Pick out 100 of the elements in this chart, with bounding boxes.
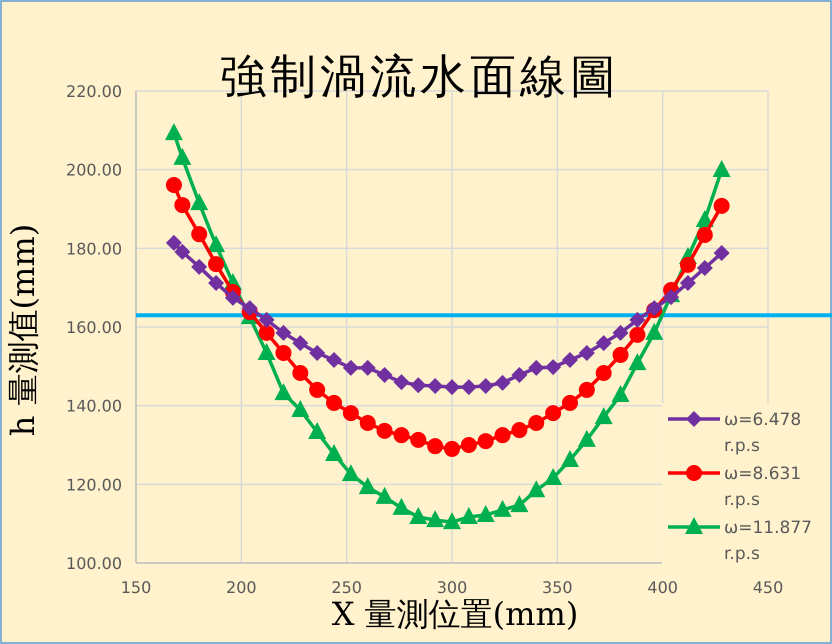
point: [427, 378, 444, 394]
point: [460, 437, 477, 453]
point: [696, 260, 713, 276]
point: [208, 256, 224, 272]
point: [376, 366, 393, 383]
point: [560, 450, 579, 467]
point: [342, 464, 360, 482]
point: [166, 177, 182, 194]
point: [376, 422, 393, 439]
point: [714, 198, 730, 214]
point: [476, 505, 495, 522]
point: [258, 324, 275, 341]
point: [663, 289, 680, 306]
point: [528, 414, 544, 431]
point: [460, 379, 477, 396]
point: [612, 385, 630, 402]
point: [376, 486, 394, 504]
point: [444, 440, 460, 457]
y-axis-title: h 量測值(mm): [4, 224, 42, 436]
point: [360, 360, 376, 376]
point: [645, 322, 664, 340]
point: [410, 377, 426, 394]
point: [292, 365, 308, 382]
chart-title: 強制渦流水面線圖: [220, 49, 620, 103]
y-tick-label: 220.00: [66, 82, 122, 101]
point: [342, 405, 359, 422]
x-tick-label: 250: [331, 578, 362, 597]
point: [544, 468, 562, 486]
point: [275, 324, 292, 341]
point: [426, 510, 444, 528]
point: [292, 335, 308, 352]
point: [528, 360, 544, 376]
point: [478, 433, 494, 450]
point: [166, 234, 182, 251]
point: [562, 394, 578, 411]
point: [629, 326, 646, 343]
x-tick-label: 350: [542, 578, 573, 597]
point: [578, 430, 596, 447]
point: [578, 382, 595, 398]
point: [612, 324, 629, 341]
point: [309, 382, 326, 398]
point: [494, 427, 511, 444]
point: [612, 346, 629, 363]
point: [358, 477, 377, 494]
point: [191, 226, 208, 242]
point: [511, 422, 528, 438]
point: [409, 506, 428, 524]
point: [258, 342, 276, 360]
point: [696, 226, 713, 243]
point: [174, 244, 190, 260]
point: [596, 335, 612, 352]
point: [325, 444, 344, 462]
x-tick-label: 300: [436, 578, 468, 597]
point: [274, 383, 292, 400]
point: [680, 274, 696, 291]
point: [494, 374, 511, 391]
point: [258, 312, 275, 328]
point: [427, 438, 444, 454]
x-tick-label: 200: [226, 578, 257, 597]
point: [578, 344, 595, 361]
y-tick-label: 180.00: [66, 239, 122, 258]
point: [360, 414, 376, 431]
y-tick-label: 200.00: [66, 160, 122, 180]
point: [545, 405, 562, 422]
legend-label: ω=11.877 r.p.s: [724, 518, 812, 564]
point: [444, 379, 460, 396]
point: [410, 432, 426, 448]
point: [562, 352, 578, 368]
point: [527, 480, 546, 498]
point: [393, 374, 410, 390]
y-tick-label: 120.00: [66, 475, 122, 494]
point: [275, 344, 292, 361]
point: [392, 498, 410, 515]
point: [174, 197, 190, 214]
point: [308, 422, 326, 440]
point: [291, 400, 310, 417]
point: [393, 427, 410, 444]
point: [208, 274, 224, 291]
point: [510, 495, 528, 512]
point: [594, 407, 613, 424]
point: [629, 312, 646, 328]
point: [511, 366, 528, 383]
point: [326, 394, 342, 411]
point: [191, 258, 208, 275]
point: [628, 353, 646, 370]
point: [224, 290, 241, 306]
point: [680, 256, 696, 273]
point: [460, 506, 478, 524]
point: [596, 365, 612, 382]
point: [342, 360, 359, 376]
x-tick-label: 150: [120, 578, 152, 597]
y-tick-label: 160.00: [66, 318, 122, 337]
point: [478, 378, 494, 394]
point: [714, 245, 730, 262]
point: [242, 300, 258, 316]
x-tick-label: 450: [752, 578, 784, 597]
point: [494, 500, 512, 517]
point: [326, 352, 342, 368]
x-tick-label: 400: [647, 578, 678, 597]
point: [443, 512, 461, 530]
